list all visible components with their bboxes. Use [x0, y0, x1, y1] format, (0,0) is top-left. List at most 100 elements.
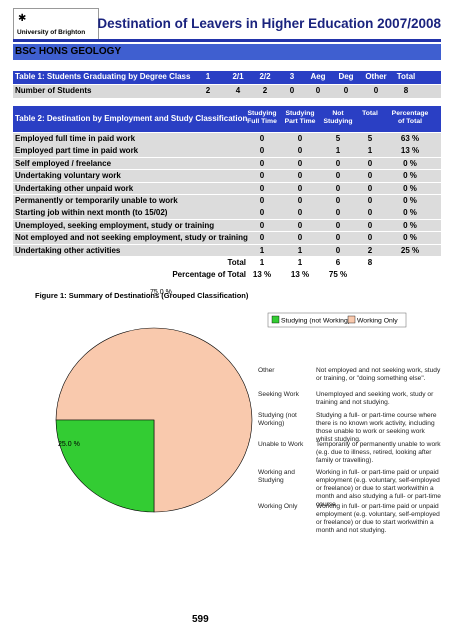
table2-cell: 0 — [259, 208, 265, 218]
table1-cell: Number of Students — [15, 86, 92, 95]
legend-swatch — [271, 315, 280, 324]
table2-cell: Employed part time in paid work — [15, 146, 139, 156]
table1-cell: 0 — [315, 86, 321, 95]
definition-term: Working and Studying — [258, 469, 295, 484]
definition-term: Studying (not Working) — [258, 412, 297, 427]
table2-header-bg — [13, 106, 441, 132]
table1-cell: 2 — [205, 86, 211, 95]
table2-total-cell: 13 % — [252, 270, 272, 280]
table1-cell: 0 — [289, 86, 295, 95]
table2-row-bg — [13, 145, 441, 157]
table1-cell: 4 — [235, 86, 241, 95]
course-bar: BSC HONS GEOLOGY — [13, 44, 441, 60]
table2-cell: Undertaking voluntary work — [15, 171, 121, 181]
table1-column-header: 1 — [205, 72, 211, 81]
table2-row-bg — [13, 157, 441, 170]
definition-text: Working in full- or part-time paid or un… — [316, 503, 440, 534]
table1-column-header: 2/1 — [232, 72, 244, 81]
definition-text: Temporarily or permanently unable to wor… — [316, 441, 441, 464]
table1-column-header: 2/2 — [259, 72, 271, 81]
table2-cell: 0 — [335, 220, 341, 230]
table2-row-bg — [13, 133, 441, 145]
table2-cell: 0 — [335, 158, 341, 168]
table1-row-bg — [13, 85, 441, 98]
table1-column-header: 3 — [289, 72, 295, 81]
table2-cell: Starting job within next month (to 15/02… — [15, 208, 168, 218]
table2-cell: 0 — [335, 233, 341, 243]
legend-box — [267, 312, 407, 328]
table1-column-header: Table 1: Students Graduating by Degree C… — [15, 72, 191, 81]
slice-label: 25.0 % — [58, 441, 80, 448]
table2-cell: 1 — [259, 245, 265, 255]
table2-cell: 2 — [367, 245, 373, 255]
definition-term: Other — [258, 367, 275, 374]
table2-cell: Employed full time in paid work — [15, 134, 136, 143]
table2-cell: Permanently or temporarily unable to wor… — [15, 196, 178, 205]
course-name: BSC HONS GEOLOGY — [15, 46, 122, 57]
table2-column-header: Total — [362, 110, 378, 117]
table2-cell: 25 % — [400, 245, 420, 255]
table2-cell: 0 — [297, 208, 303, 218]
table2-row-bg — [13, 170, 441, 182]
definition-term: Working Only — [258, 503, 298, 510]
table2-total-cell: 8 — [367, 258, 373, 267]
table2-cell: 0 — [367, 183, 373, 193]
table2-cell: 0 — [367, 158, 373, 168]
logo-text: University of Brighton — [17, 29, 86, 36]
table2-row-bg — [13, 219, 441, 232]
table2-column-header: Percentage of Total — [391, 110, 429, 125]
table2-cell: 0 — [259, 171, 265, 181]
slice-label: 75.0 % — [150, 289, 172, 296]
table2-cell: 0 — [259, 158, 265, 168]
definition-text: Not employed and not seeking work, study… — [316, 367, 441, 382]
rule — [13, 39, 441, 42]
table2-cell: 0 — [335, 196, 341, 205]
table2-cell: 0 — [297, 146, 303, 156]
table2-total-cell: 75 % — [328, 270, 348, 280]
table2-total-cell: 6 — [335, 258, 341, 267]
table2-cell: 0 — [259, 220, 265, 230]
table2-cell: 0 % — [403, 171, 417, 181]
table2-cell: 0 — [335, 245, 341, 255]
table2-cell: 0 — [259, 146, 265, 156]
table1-header-bg — [13, 71, 441, 84]
table2-row-bg — [13, 244, 441, 257]
legend-label: Studying (not Working) — [281, 318, 350, 325]
table2-column-header: Table 2: Destination by Employment and S… — [15, 114, 248, 123]
table2-cell: 0 — [297, 233, 303, 243]
table2-cell: 0 — [297, 196, 303, 205]
page-title: Destination of Leavers in Higher Educati… — [97, 16, 441, 31]
legend-swatch — [347, 315, 356, 324]
table2-cell: 0 — [367, 208, 373, 218]
table2-cell: 0 — [367, 233, 373, 243]
table2-cell: 0 — [297, 134, 303, 143]
table1-cell: 8 — [403, 86, 409, 95]
table2-row-bg — [13, 195, 441, 207]
definition-text: Working in full- or part-time paid or un… — [316, 469, 441, 508]
page-number: 599 — [192, 614, 209, 625]
table2-cell: 0 % — [403, 220, 417, 230]
definition-text: Studying a full- or part-time course whe… — [316, 412, 437, 443]
definition-term: Unable to Work — [258, 441, 304, 448]
table2-cell: Self employed / freelance — [15, 158, 112, 168]
pie-slice — [55, 419, 155, 513]
table1-column-header: Deg — [338, 72, 354, 81]
table2-cell: 0 % — [403, 196, 417, 205]
table2-column-header: Not Studying — [323, 110, 353, 125]
table2-cell: 0 — [259, 196, 265, 205]
table2-cell: 0 % — [403, 233, 417, 243]
table2-cell: 0 % — [403, 208, 417, 218]
table1-column-header: Total — [396, 72, 416, 81]
table2-cell: 0 — [367, 196, 373, 205]
table2-total-cell: Percentage of Total — [172, 270, 246, 280]
table2-cell: 5 — [367, 134, 373, 143]
legend-label: Working Only — [357, 318, 398, 325]
table2-column-header: Studying Full Time — [247, 110, 277, 125]
table2-cell: 0 — [367, 220, 373, 230]
table2-cell: 0 — [367, 171, 373, 181]
table2-cell: 1 — [297, 245, 303, 255]
table2-cell: 1 — [367, 146, 373, 156]
table2-cell: 0 % — [403, 158, 417, 168]
table2-row-bg — [13, 207, 441, 219]
